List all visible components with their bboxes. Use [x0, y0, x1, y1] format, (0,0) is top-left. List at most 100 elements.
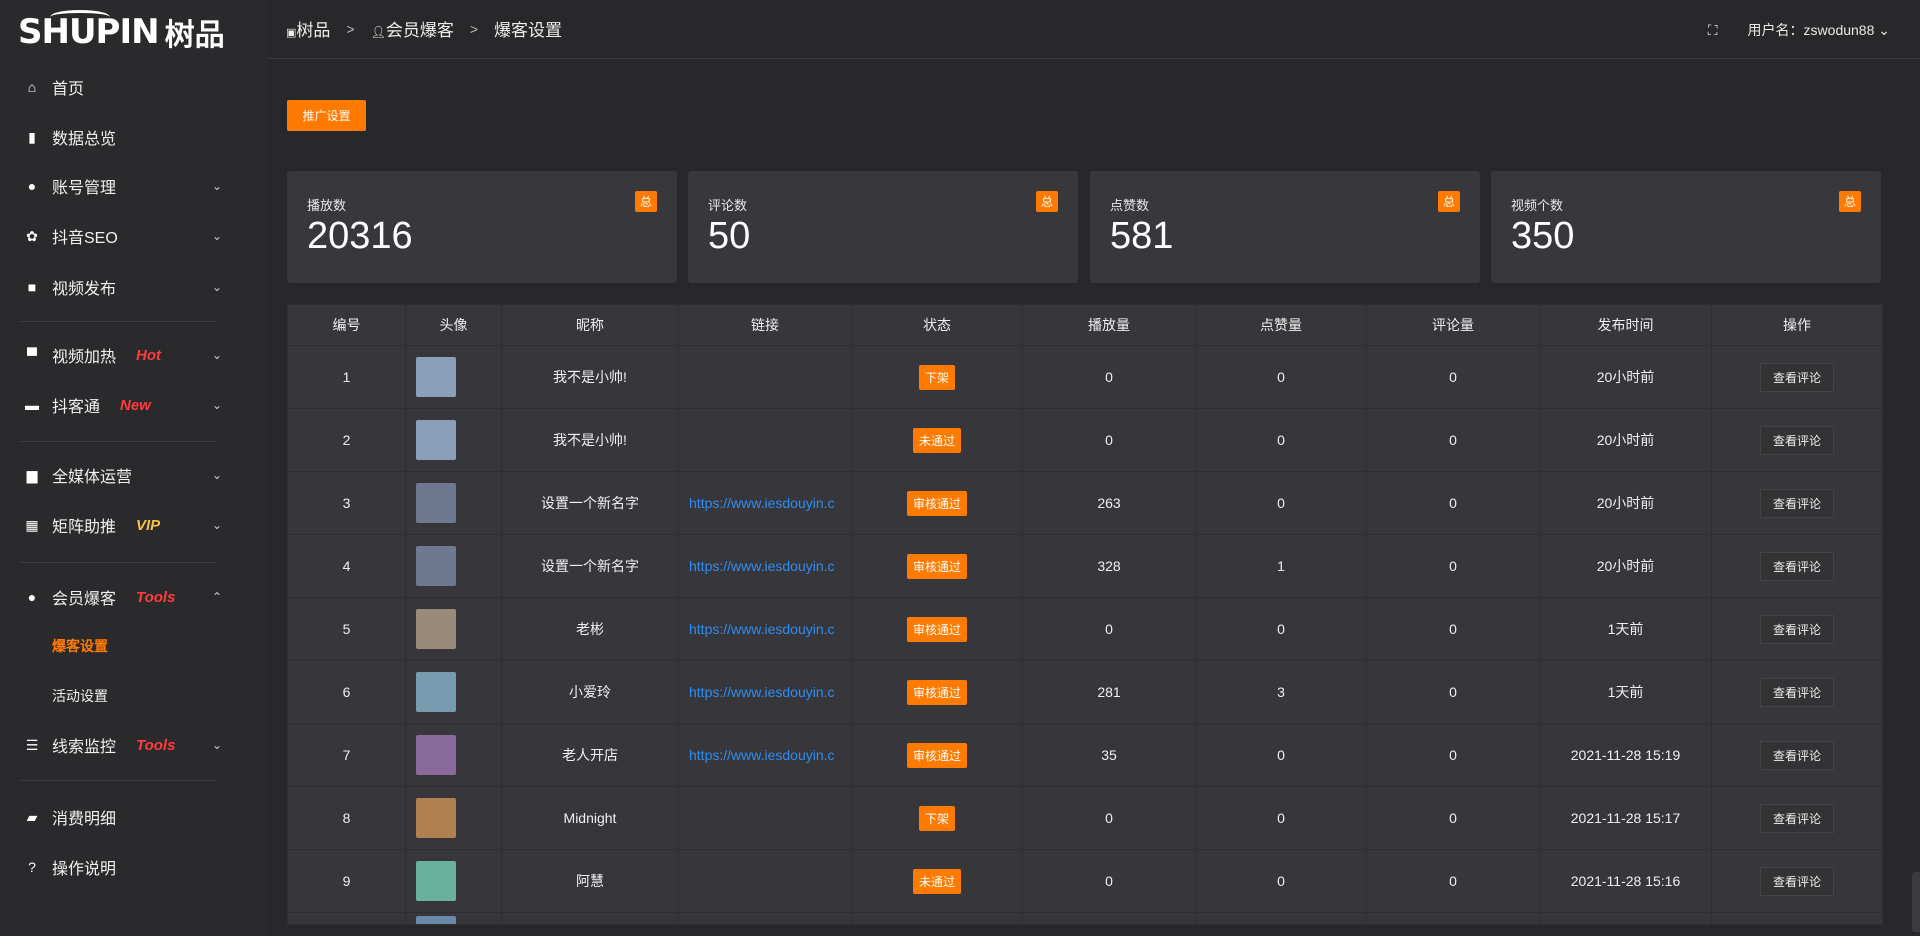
publish-time: 20小时前	[1539, 534, 1712, 598]
publish-time: 2021-11-28 15:19	[1539, 723, 1712, 787]
sidebar-divider	[20, 780, 216, 781]
sidebar-item[interactable]: ▮ 数据总览	[0, 117, 267, 157]
status-cell: 未通过	[851, 408, 1023, 472]
publish-time: 2021-11-28 15:17	[1539, 786, 1712, 850]
plays: 0	[1022, 849, 1196, 913]
avatar-cell	[405, 597, 502, 661]
sidebar-item[interactable]: ▀ 视频加热 Hot ⌄	[0, 335, 267, 375]
avatar	[416, 546, 456, 586]
video-link[interactable]: https://www.iesdouyin.c	[678, 660, 852, 724]
sidebar-tag: VIP	[136, 516, 161, 534]
sidebar-item[interactable]: 活动设置	[0, 676, 267, 716]
sidebar-item[interactable]: ▦ 矩阵助推 VIP ⌄	[0, 505, 267, 545]
publish-time: 1天前	[1539, 597, 1712, 661]
chevron-right-icon: >	[346, 20, 355, 37]
video-link[interactable]	[678, 345, 852, 409]
sidebar-item[interactable]: ? 操作说明	[0, 847, 267, 887]
view-comments-button[interactable]: 查看评论	[1759, 740, 1834, 770]
table-row: 9 阿慧 未通过 0 0 0 2021-11-28 15:16 查看评论	[287, 849, 1883, 913]
floating-widget[interactable]	[1912, 872, 1920, 932]
video-link[interactable]: https://www.iesdouyin.c	[678, 534, 852, 598]
sidebar-item[interactable]: ■ 视频发布 ⌄	[0, 267, 267, 307]
row-id: 4	[287, 534, 406, 598]
video-link[interactable]: https://www.iesdouyin.c	[678, 471, 852, 535]
chevron-icon: ⌄	[212, 229, 223, 243]
chevron-icon: ⌄	[212, 398, 223, 412]
stat-value: 581	[1110, 215, 1174, 257]
video-link[interactable]: https://www.iesdouyin.c	[678, 723, 852, 787]
video-link[interactable]: https://www.iesdouyin.c	[678, 597, 852, 661]
status-badge: 未通过	[912, 427, 961, 453]
sidebar-item[interactable]: ☰ 线索监控 Tools ⌄	[0, 725, 267, 765]
status-badge: 审核通过	[906, 742, 967, 768]
empty-cell	[1195, 912, 1367, 925]
sidebar-item-label: 爆客设置	[52, 638, 108, 654]
sidebar-item[interactable]: 爆客设置	[0, 626, 267, 666]
row-id: 5	[287, 597, 406, 661]
column-header: 状态	[851, 304, 1023, 346]
sidebar-item[interactable]: ● 会员爆客 Tools ⌃	[0, 577, 267, 617]
column-header: 昵称	[501, 304, 679, 346]
fullscreen-icon[interactable]: ⛶	[1707, 21, 1718, 38]
action-cell: 查看评论	[1711, 408, 1883, 472]
nickname: 小爱玲	[501, 660, 679, 724]
video-link[interactable]	[678, 408, 852, 472]
breadcrumb-home[interactable]: ▣树品	[286, 16, 330, 41]
sidebar-item[interactable]: ⌂ 首页	[0, 67, 267, 107]
sidebar-tag: New	[120, 396, 151, 414]
sidebar-item[interactable]: ▰ 消费明细	[0, 797, 267, 837]
avatar-cell	[405, 534, 502, 598]
breadcrumb-current: 爆客设置	[494, 21, 563, 40]
view-comments-button[interactable]: 查看评论	[1759, 551, 1834, 581]
publish-time: 2021-11-28 15:16	[1539, 849, 1712, 913]
row-id: 8	[287, 786, 406, 850]
nickname: 阿慧	[501, 849, 679, 913]
plays: 263	[1022, 471, 1196, 535]
comments: 0	[1366, 849, 1540, 913]
chevron-right-icon: >	[469, 20, 479, 37]
table-row-partial	[287, 912, 1883, 925]
column-header: 点赞量	[1195, 304, 1367, 346]
view-comments-button[interactable]: 查看评论	[1759, 866, 1834, 896]
logo[interactable]: SHUPIN 树品	[18, 10, 225, 52]
status-cell: 审核通过	[851, 660, 1023, 724]
view-comments-button[interactable]: 查看评论	[1759, 614, 1834, 644]
sidebar-item[interactable]: ✿ 抖音SEO ⌄	[0, 216, 267, 256]
column-header: 头像	[405, 304, 502, 346]
view-comments-button[interactable]: 查看评论	[1759, 425, 1834, 455]
total-badge: 总	[1437, 191, 1460, 212]
breadcrumb-member[interactable]: 👤︎会员爆客	[371, 16, 454, 41]
view-comments-button[interactable]: 查看评论	[1759, 803, 1834, 833]
video-link[interactable]	[678, 786, 852, 850]
wallet-icon: ▰	[26, 808, 38, 825]
view-comments-button[interactable]: 查看评论	[1759, 362, 1834, 392]
avatar-cell	[405, 408, 502, 472]
sidebar-item[interactable]: ▬ 抖客通 New ⌄	[0, 385, 267, 425]
status-cell: 下架	[851, 345, 1023, 409]
view-comments-button[interactable]: 查看评论	[1759, 677, 1834, 707]
action-cell: 查看评论	[1711, 849, 1883, 913]
comments: 0	[1366, 597, 1540, 661]
sidebar-item[interactable]: ● 账号管理 ⌄	[0, 166, 267, 206]
row-id: 6	[287, 660, 406, 724]
data-table: 编号 头像 昵称 链接 状态 播放量 点赞量 评论量 发布时间 操作 1 我不是小帅! 下架 0 0…	[287, 304, 1883, 925]
bar-chart-icon: ▮	[28, 128, 36, 145]
sidebar-tag: Hot	[136, 346, 161, 364]
publish-time: 20小时前	[1539, 471, 1712, 535]
column-header: 发布时间	[1539, 304, 1712, 346]
promo-settings-button[interactable]: 推广设置	[287, 100, 366, 131]
view-comments-button[interactable]: 查看评论	[1759, 488, 1834, 518]
nickname: 设置一个新名字	[501, 471, 679, 535]
chevron-down-icon: ⌄	[1874, 22, 1890, 38]
stat-card: 播放数 总 20316	[287, 171, 677, 283]
status-badge: 未通过	[912, 868, 961, 894]
header-right: ⛶ 用户名：zswodun88 ⌄	[1708, 20, 1890, 40]
table-row: 4 设置一个新名字 https://www.iesdouyin.c 审核通过 3…	[287, 534, 1883, 598]
likes: 3	[1195, 660, 1367, 724]
user-menu[interactable]: 用户名：zswodun88 ⌄	[1748, 20, 1890, 40]
sidebar-item[interactable]: ▆ 全媒体运营 ⌄	[0, 455, 267, 495]
likes: 0	[1195, 408, 1367, 472]
stat-value: 350	[1511, 215, 1575, 257]
table-header-row: 编号 头像 昵称 链接 状态 播放量 点赞量 评论量 发布时间 操作	[287, 304, 1883, 346]
video-link[interactable]	[678, 849, 852, 913]
